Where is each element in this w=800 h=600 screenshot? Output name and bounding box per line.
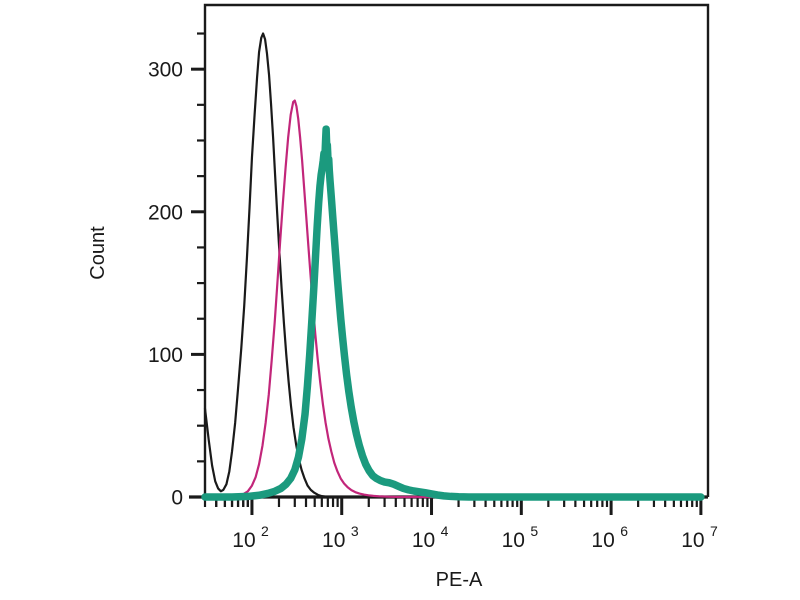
- x-tick-label: 10 6: [591, 523, 628, 552]
- svg-text:10: 10: [412, 529, 435, 552]
- svg-text:2: 2: [261, 523, 269, 539]
- svg-text:3: 3: [351, 523, 359, 539]
- y-tick-label: 100: [148, 344, 183, 367]
- x-tick-label: 10 2: [232, 523, 269, 552]
- x-tick-label: 10 3: [322, 523, 359, 552]
- x-tick-label: 10 4: [412, 523, 449, 552]
- y-axis-minor-ticks: [197, 32, 205, 463]
- y-axis-title: Count: [87, 226, 109, 280]
- svg-text:6: 6: [620, 523, 628, 539]
- x-axis-title: PE-A: [436, 569, 483, 591]
- x-tick-label: 10 5: [502, 523, 539, 552]
- svg-text:10: 10: [591, 529, 614, 552]
- svg-text:10: 10: [232, 529, 255, 552]
- svg-text:10: 10: [502, 529, 525, 552]
- histogram-curve-isotype-control: [203, 99, 702, 499]
- svg-text:10: 10: [681, 529, 704, 552]
- histogram-curve-antibody-stained: [201, 125, 705, 501]
- y-axis-tick-labels: 0 100 200 300: [148, 59, 183, 510]
- svg-text:4: 4: [441, 523, 449, 539]
- svg-text:7: 7: [710, 523, 718, 539]
- y-tick-label: 200: [148, 201, 183, 224]
- y-tick-label: 300: [148, 59, 183, 82]
- histogram-curve-unstained-control: [203, 32, 702, 499]
- x-axis-tick-labels: 10 2 10 3 10 4 10 5 10 6 10 7: [232, 523, 718, 552]
- svg-text:5: 5: [530, 523, 538, 539]
- svg-text:10: 10: [322, 529, 345, 552]
- y-tick-label: 0: [171, 487, 183, 510]
- x-tick-label: 10 7: [681, 523, 718, 552]
- histogram-curves: [201, 32, 705, 501]
